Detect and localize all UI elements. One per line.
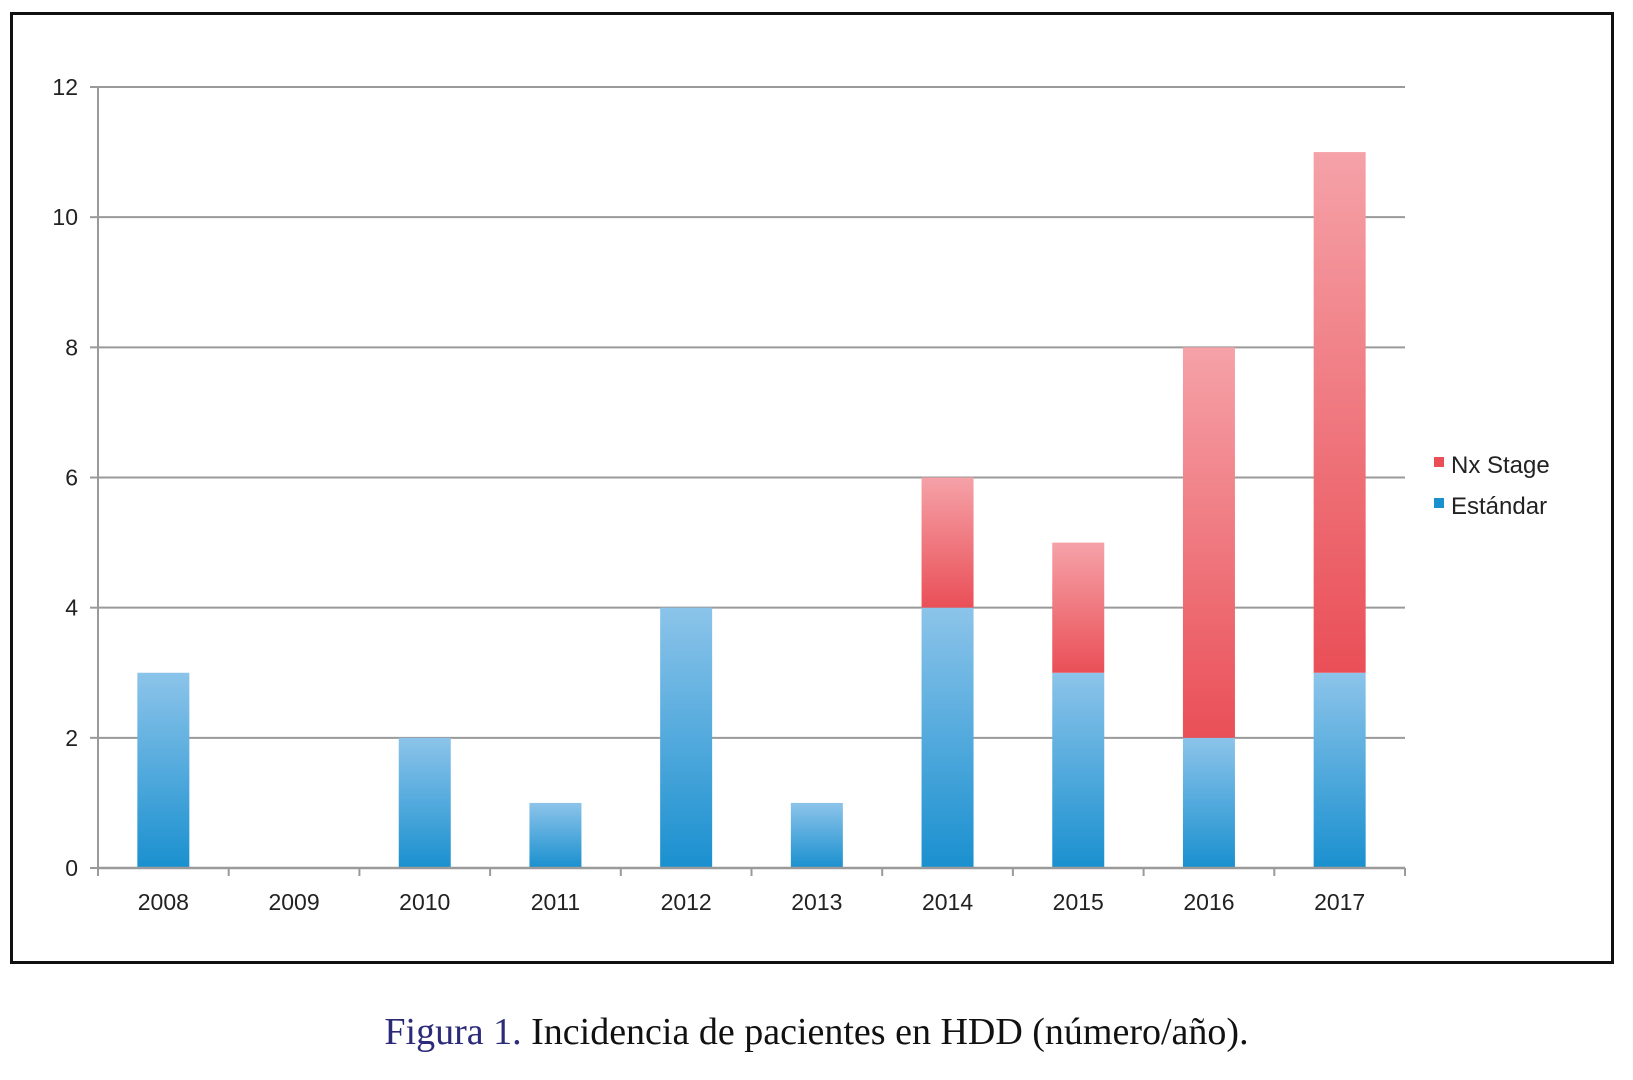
legend-label-nx-stage: Nx Stage — [1451, 452, 1550, 479]
caption-text: Incidencia de pacientes en HDD (número/a… — [531, 1011, 1249, 1053]
x-tick-label-2017: 2017 — [1314, 889, 1365, 915]
bar-chart: 0 2 4 6 8 10 12 2008 2009 2010 2011 2012 2013 2014 201… — [52, 74, 1550, 915]
bar-nx-stage-2016 — [1182, 347, 1235, 738]
bar-estandar-2016 — [1182, 737, 1235, 868]
bars — [137, 152, 1366, 868]
y-tick-label-6: 6 — [65, 465, 78, 491]
y-tick-label-4: 4 — [65, 595, 78, 621]
x-tick-label-2011: 2011 — [531, 889, 580, 915]
y-tick-label-12: 12 — [52, 74, 78, 100]
bar-nx-stage-2017 — [1313, 152, 1366, 673]
bar-estandar-2008 — [137, 672, 190, 868]
x-tick-label-2013: 2013 — [791, 889, 842, 915]
x-tick-label-2012: 2012 — [661, 889, 712, 915]
bar-estandar-2014 — [921, 607, 974, 868]
x-tick-label-2014: 2014 — [922, 889, 973, 915]
bar-estandar-2013 — [790, 802, 843, 868]
bar-nx-stage-2015 — [1052, 542, 1105, 673]
bar-nx-stage-2014 — [921, 477, 974, 608]
x-tick-label-2008: 2008 — [138, 889, 189, 915]
y-tick-label-0: 0 — [65, 855, 78, 881]
bar-estandar-2015 — [1052, 672, 1105, 868]
figure-caption: Figura 1. Incidencia de pacientes en HDD… — [0, 1010, 1633, 1054]
x-tick-label-2016: 2016 — [1183, 889, 1234, 915]
axes: 0 2 4 6 8 10 12 2008 2009 2010 2011 2012 2013 2014 201… — [52, 74, 1406, 915]
y-tick-label-10: 10 — [52, 204, 78, 230]
x-tick-label-2010: 2010 — [399, 889, 450, 915]
bar-estandar-2012 — [660, 607, 713, 868]
legend-label-estandar: Estándar — [1451, 493, 1547, 520]
caption-label: Figura 1. — [384, 1011, 522, 1053]
x-tick-label-2015: 2015 — [1053, 889, 1104, 915]
y-tick-label-8: 8 — [65, 334, 78, 360]
bar-estandar-2010 — [398, 737, 451, 868]
legend-swatch-estandar — [1434, 498, 1444, 508]
bar-estandar-2011 — [529, 802, 582, 868]
legend: Nx Stage Estándar — [1434, 452, 1550, 520]
y-tick-label-2: 2 — [65, 725, 78, 751]
legend-swatch-nx-stage — [1434, 457, 1444, 467]
x-tick-label-2009: 2009 — [268, 889, 319, 915]
bar-estandar-2017 — [1313, 672, 1366, 868]
